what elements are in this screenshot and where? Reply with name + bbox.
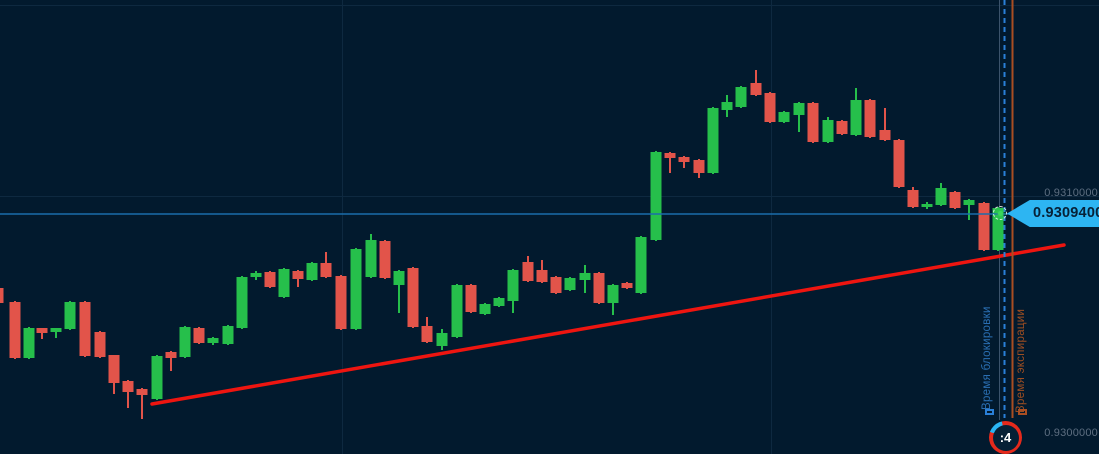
lock-time-label: Время блокировки <box>981 306 993 410</box>
y-axis-label-bottom: 0.9300000 <box>1044 427 1098 439</box>
candle <box>907 187 919 208</box>
trendline <box>150 243 1066 406</box>
candle <box>893 139 905 188</box>
candle <box>693 159 705 178</box>
candle <box>465 284 477 313</box>
candle <box>949 191 961 209</box>
candle <box>522 256 534 282</box>
candle <box>151 355 163 400</box>
candle <box>9 301 21 359</box>
candle <box>778 111 790 123</box>
candle <box>493 297 505 307</box>
expiry-countdown-value: :4 <box>999 430 1012 445</box>
candle <box>236 276 248 329</box>
candle <box>292 270 304 287</box>
candle <box>222 325 234 345</box>
candle <box>108 355 120 394</box>
candle <box>850 88 862 136</box>
candle <box>978 202 990 251</box>
candle <box>0 288 4 303</box>
candle <box>621 282 633 289</box>
candle <box>94 331 106 358</box>
candle <box>165 351 177 371</box>
candle <box>707 107 719 174</box>
candle <box>278 268 290 298</box>
candle <box>436 329 448 350</box>
candle <box>935 183 947 206</box>
y-axis-label-top: 0.9310000 <box>1044 187 1098 199</box>
candle <box>393 270 405 313</box>
candle <box>963 199 975 220</box>
candle <box>607 284 619 315</box>
candle <box>50 328 62 338</box>
candle <box>579 265 591 293</box>
candle <box>421 317 433 343</box>
candle <box>664 152 676 173</box>
candle <box>836 120 848 135</box>
candle <box>79 301 91 357</box>
candle <box>593 272 605 304</box>
lock-time-handle[interactable] <box>985 409 994 415</box>
candle <box>320 252 332 278</box>
candle <box>250 271 262 280</box>
current-price-tag: 0.9309400 <box>1007 200 1099 227</box>
expiry-time-label: Время экспирации <box>1015 308 1027 413</box>
candle <box>36 328 48 339</box>
candle <box>793 102 805 132</box>
candle <box>193 327 205 344</box>
candle <box>678 156 690 168</box>
candle <box>721 95 733 117</box>
candle <box>822 117 834 143</box>
candle <box>735 86 747 108</box>
current-price-value: 0.9309400 <box>1033 205 1099 221</box>
candle <box>635 236 647 294</box>
expiry-time-handle[interactable] <box>1018 409 1027 415</box>
candle <box>207 337 219 345</box>
expiry-countdown-timer: :4 <box>989 421 1022 454</box>
current-price-marker <box>993 206 1007 220</box>
candle <box>879 108 891 141</box>
candle <box>122 380 134 408</box>
candle <box>179 326 191 358</box>
candle <box>750 70 762 96</box>
candle <box>451 284 463 338</box>
candle <box>764 92 776 123</box>
candle <box>306 262 318 281</box>
candle <box>365 234 377 278</box>
candle <box>350 248 362 330</box>
candle <box>136 388 148 419</box>
candle <box>807 102 819 143</box>
candle <box>479 303 491 315</box>
candle <box>507 269 519 313</box>
candle <box>536 260 548 283</box>
candle <box>64 301 76 330</box>
candle <box>379 240 391 279</box>
candle <box>564 277 576 291</box>
candle <box>650 151 662 241</box>
candle <box>921 202 933 209</box>
candle <box>335 275 347 330</box>
candle <box>407 267 419 328</box>
candle <box>264 271 276 288</box>
candle <box>23 327 35 359</box>
candle <box>550 276 562 294</box>
candle <box>864 99 876 138</box>
